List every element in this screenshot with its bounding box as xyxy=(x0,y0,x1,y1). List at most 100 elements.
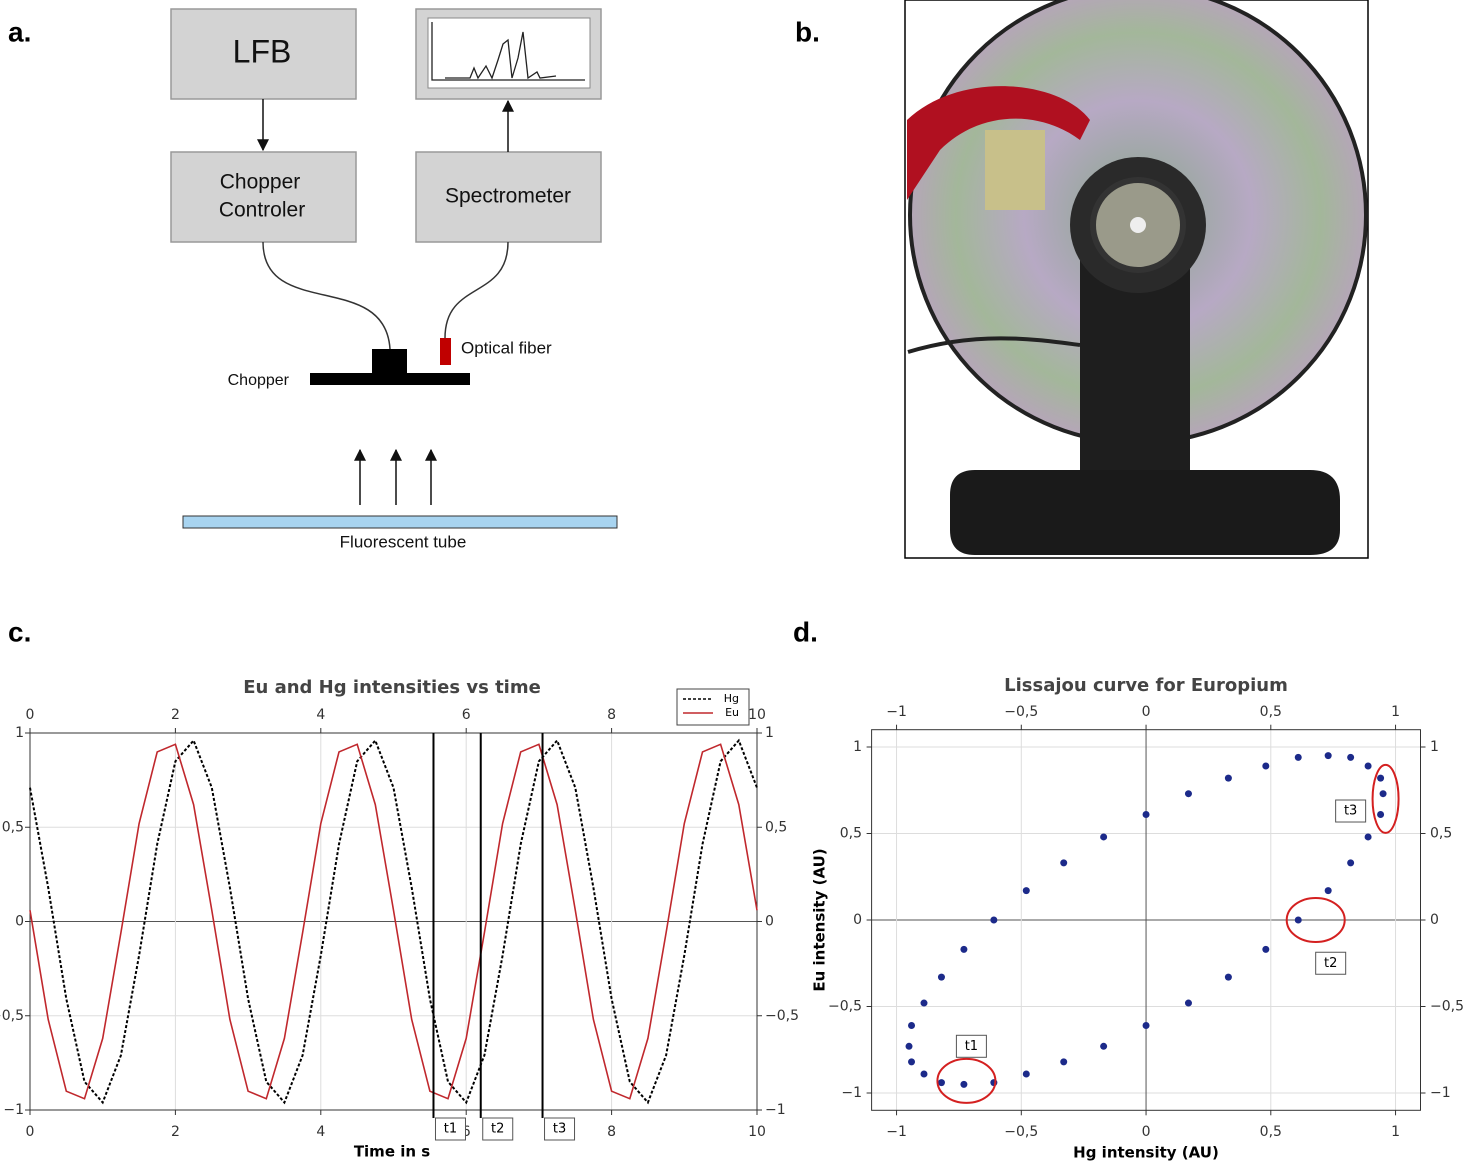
point xyxy=(1364,833,1372,841)
y-tick-label: −1 xyxy=(1430,1085,1451,1101)
point xyxy=(937,973,945,981)
x-tick-label: −1 xyxy=(886,704,907,720)
y-tick-label: 0,5 xyxy=(2,819,24,835)
x-tick-label: 0 xyxy=(1142,704,1151,720)
point xyxy=(1224,973,1232,981)
point xyxy=(1184,790,1192,798)
y-tick-label: −1 xyxy=(3,1102,24,1118)
point xyxy=(1142,810,1150,818)
cable xyxy=(444,241,509,339)
x-tick-label: 2 xyxy=(171,1124,180,1140)
x-axis-label: Time in s xyxy=(354,1143,430,1161)
x-tick-label: 0 xyxy=(26,707,35,723)
point xyxy=(1262,945,1270,953)
x-tick-label: 8 xyxy=(607,707,616,723)
point xyxy=(1324,752,1332,760)
marker-label-box xyxy=(1335,799,1367,823)
highlight xyxy=(1371,763,1400,834)
x-tick-label: 6 xyxy=(462,707,471,723)
fiber-tip xyxy=(440,338,451,365)
spectrometer-box xyxy=(415,151,602,243)
marker-label-box xyxy=(434,1117,466,1141)
lfb-box xyxy=(170,8,357,100)
point xyxy=(908,1022,916,1030)
plot-frame xyxy=(871,729,1421,1111)
point xyxy=(1142,1022,1150,1030)
y-axis-label: Eu intensity (AU) xyxy=(811,848,829,991)
point xyxy=(920,1070,928,1078)
y-tick-label: 0,5 xyxy=(1430,826,1452,842)
y-tick-label: 1 xyxy=(853,739,862,755)
tube xyxy=(182,515,618,529)
clip xyxy=(907,86,1090,200)
x-tick-label: 0,5 xyxy=(1260,1124,1282,1140)
point xyxy=(1294,753,1302,761)
point xyxy=(960,1080,968,1088)
diagram-label: Chopper xyxy=(228,372,290,389)
point xyxy=(1100,833,1108,841)
point xyxy=(1100,1042,1108,1050)
y-tick-label: −1 xyxy=(765,1102,786,1118)
marker-label-box xyxy=(1315,951,1347,975)
setup-diagram: LFB Chopper Controler Spectrometer Optic… xyxy=(170,8,618,551)
plot-frame xyxy=(29,732,758,1111)
x-tick-label: 0,5 xyxy=(1260,704,1282,720)
point xyxy=(1262,762,1270,770)
point xyxy=(1377,810,1385,818)
marker-label: t1 xyxy=(965,1039,978,1054)
y-tick-label: −0,5 xyxy=(1430,999,1464,1015)
marker-label: t3 xyxy=(553,1122,566,1137)
box-label: Controler xyxy=(219,199,305,222)
point xyxy=(908,1058,916,1066)
box-label: LFB xyxy=(233,33,292,69)
y-tick-label: 1 xyxy=(765,725,774,741)
chart-title: Lissajou curve for Europium xyxy=(1004,675,1288,696)
point xyxy=(1224,774,1232,782)
x-tick-label: −0,5 xyxy=(1004,1124,1038,1140)
point xyxy=(1377,774,1385,782)
x-tick-label: 0 xyxy=(26,1124,35,1140)
diagram-label: Optical fiber xyxy=(461,338,552,357)
point xyxy=(1022,1070,1030,1078)
photo xyxy=(904,0,1369,559)
x-tick-label: 10 xyxy=(748,707,766,723)
x-tick-label: 2 xyxy=(171,707,180,723)
y-tick-label: 0 xyxy=(15,914,24,930)
point xyxy=(1364,762,1372,770)
point xyxy=(990,916,998,924)
point xyxy=(1347,859,1355,867)
base xyxy=(950,470,1340,555)
panel-label: a. xyxy=(8,16,31,47)
y-tick-label: 1 xyxy=(15,725,24,741)
x-tick-label: 0 xyxy=(1142,1124,1151,1140)
marker-label-box xyxy=(955,1034,987,1058)
cable xyxy=(262,241,391,350)
x-tick-label: 4 xyxy=(316,1124,325,1140)
point xyxy=(905,1042,913,1050)
y-tick-label: 0 xyxy=(765,914,774,930)
axle xyxy=(1130,217,1146,233)
x-axis-label: Hg intensity (AU) xyxy=(1073,1144,1219,1162)
marker-label: t1 xyxy=(444,1122,457,1137)
point xyxy=(1379,790,1387,798)
series-line xyxy=(29,738,758,1105)
marker-label-box xyxy=(482,1117,514,1141)
y-tick-label: 0 xyxy=(853,912,862,928)
x-tick-label: 8 xyxy=(607,1124,616,1140)
y-tick-label: 0 xyxy=(1430,912,1439,928)
point xyxy=(1294,916,1302,924)
legend xyxy=(676,688,750,726)
x-tick-label: 1 xyxy=(1391,1124,1400,1140)
point xyxy=(1347,753,1355,761)
y-tick-label: −0,5 xyxy=(828,999,862,1015)
chart-title: Eu and Hg intensities vs time xyxy=(243,677,541,698)
legend-label: Eu xyxy=(725,706,739,719)
y-tick-label: −0,5 xyxy=(0,1008,24,1024)
x-tick-label: 10 xyxy=(748,1124,766,1140)
point xyxy=(1060,859,1068,867)
point xyxy=(960,945,968,953)
x-tick-label: −1 xyxy=(886,1124,907,1140)
point xyxy=(1324,887,1332,895)
y-tick-label: 0,5 xyxy=(765,819,787,835)
